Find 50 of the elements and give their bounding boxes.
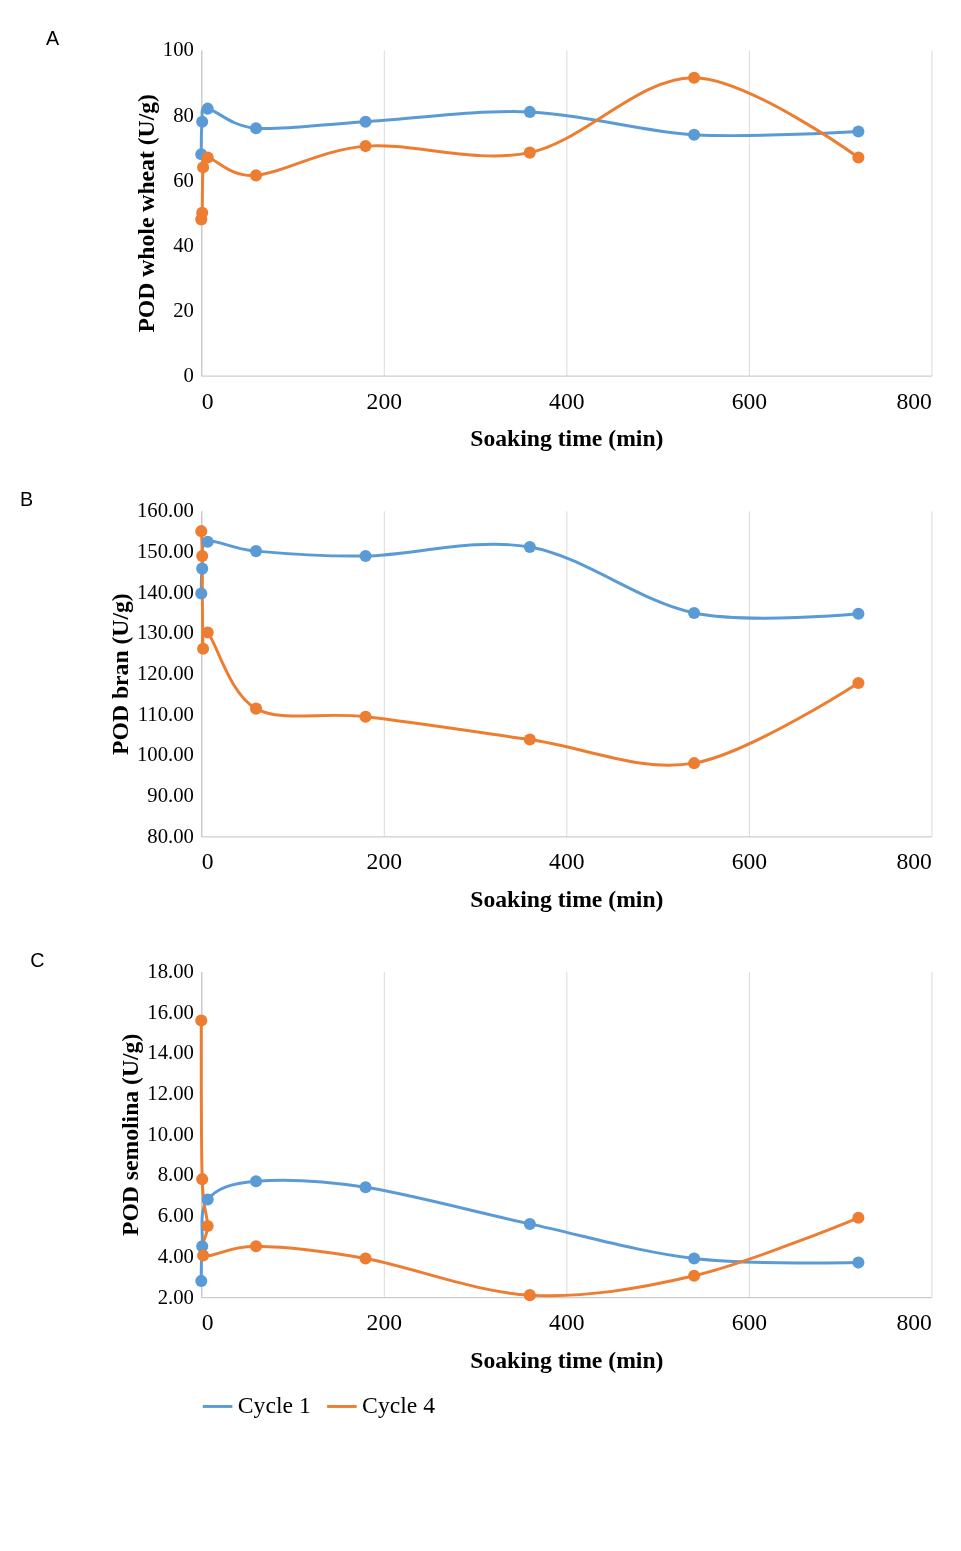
y-tick-label: 60 <box>173 168 194 191</box>
y-tick-label: 10.00 <box>147 1122 194 1145</box>
x-tick-label: 200 <box>366 387 403 414</box>
chart-title: A <box>45 27 60 50</box>
y-tick-label: 130.00 <box>136 621 194 644</box>
legend-label: Cycle 1 <box>237 1392 311 1419</box>
y-axis-title: POD whole wheat (U/g) <box>132 94 159 333</box>
y-tick-label: 80 <box>173 103 194 126</box>
x-tick-label: 400 <box>549 848 585 875</box>
y-axis-title: POD bran (U/g) <box>107 593 134 755</box>
y-tick-label: 150.00 <box>136 539 194 562</box>
y-tick-label: 120.00 <box>136 662 194 685</box>
x-tick-label: 200 <box>366 848 403 875</box>
x-tick-label: 200 <box>366 1309 403 1336</box>
y-tick-label: 18.00 <box>147 960 194 982</box>
x-tick-label: 800 <box>896 1309 932 1336</box>
y-tick-label: 16.00 <box>147 1000 194 1023</box>
x-tick-label: 800 <box>896 387 932 414</box>
y-tick-label: 8.00 <box>157 1163 194 1186</box>
x-tick-label: 0 <box>201 848 214 875</box>
x-tick-label: 400 <box>549 1309 585 1336</box>
y-tick-label: 100 <box>162 38 194 61</box>
y-tick-label: 80.00 <box>147 824 194 847</box>
x-tick-label: 0 <box>201 387 214 414</box>
x-tick-label: 0 <box>201 1309 214 1336</box>
legend-label: Cycle 4 <box>362 1392 436 1419</box>
y-tick-label: 0 <box>183 364 194 387</box>
text: B <box>19 487 34 510</box>
text: C <box>30 948 45 971</box>
x-axis-title: Soaking time (min) <box>470 1346 664 1373</box>
x-tick-label: 600 <box>731 387 768 414</box>
x-tick-label: 400 <box>549 387 585 414</box>
x-tick-label: 600 <box>731 1309 768 1336</box>
y-tick-label: 90.00 <box>147 784 194 807</box>
y-axis-title: POD semolina (U/g) <box>117 1033 144 1237</box>
x-axis-title: Soaking time (min) <box>470 425 664 452</box>
y-tick-label: 6.00 <box>157 1204 194 1227</box>
y-tick-label: 2.00 <box>157 1285 194 1308</box>
y-tick-label: 40 <box>173 233 194 256</box>
y-tick-label: 100.00 <box>136 743 194 766</box>
y-tick-label: 160.00 <box>136 499 194 522</box>
y-tick-label: 140.00 <box>136 580 194 603</box>
x-tick-label: 800 <box>896 848 932 875</box>
y-tick-label: 14.00 <box>147 1041 194 1064</box>
y-tick-label: 12.00 <box>147 1082 194 1105</box>
y-tick-label: 4.00 <box>157 1244 194 1267</box>
x-tick-label: 600 <box>731 848 768 875</box>
y-tick-label: 110.00 <box>137 702 194 725</box>
y-tick-label: 20 <box>173 298 194 321</box>
x-axis-title: Soaking time (min) <box>470 885 664 912</box>
